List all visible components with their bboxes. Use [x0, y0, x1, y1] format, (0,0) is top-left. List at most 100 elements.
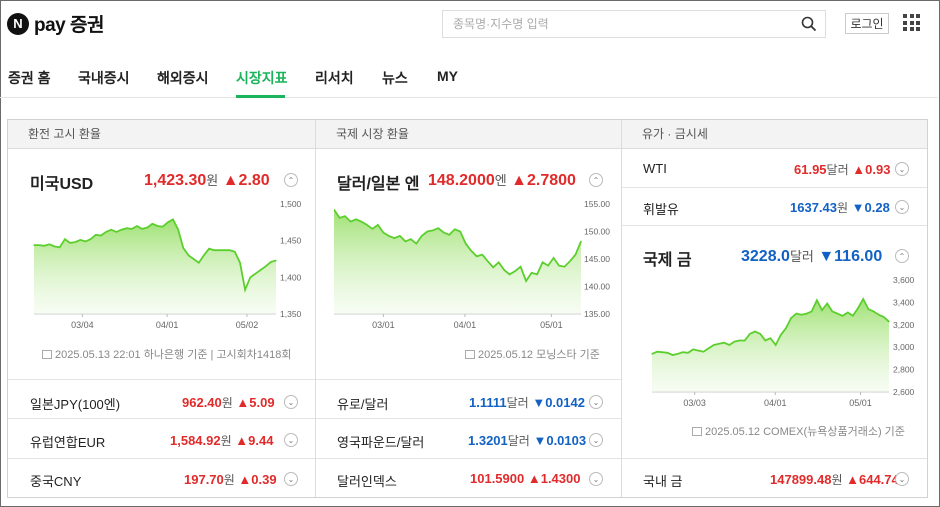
data-point [754, 330, 756, 333]
y-tick-label: 155.00 [584, 199, 610, 209]
data-point [666, 352, 669, 354]
cny-name[interactable]: 중국CNY [30, 474, 82, 489]
data-point [661, 351, 663, 353]
nav-item-my[interactable]: MY [437, 68, 458, 84]
data-point [465, 243, 467, 245]
y-tick-label: 150.00 [584, 227, 610, 237]
nav-item-market-indicators[interactable]: 시장지표 [236, 70, 288, 86]
data-point [239, 262, 241, 264]
data-point [105, 231, 107, 233]
nav-item-overseas[interactable]: 해외증시 [157, 70, 209, 86]
login-button[interactable]: 로그인 [845, 13, 889, 34]
gbpusd-name[interactable]: 영국파운드/달러 [337, 435, 425, 450]
y-tick-label: 1,350 [280, 309, 302, 319]
gold-name[interactable]: 국제 금 [643, 252, 692, 269]
data-point [883, 316, 885, 318]
series-line [34, 218, 277, 293]
usdjpy-chart: 155.00 150.00 145.00 140.00 135.00 03/01 04/01… [334, 199, 610, 330]
chevron-down-icon[interactable]: ⌄ [589, 395, 603, 409]
logo[interactable]: N pay 증권 [7, 10, 104, 37]
chevron-down-icon[interactable]: ⌄ [284, 433, 298, 447]
search-icon[interactable] [793, 11, 825, 37]
nav-item-home[interactable]: 증권 홈 [8, 70, 51, 86]
usd-value: 1,423.30원 ▲2.80 [144, 170, 270, 190]
gasoline-name[interactable]: 휘발유 [643, 202, 679, 217]
chevron-down-icon[interactable]: ⌄ [284, 472, 298, 486]
chevron-down-icon[interactable]: ⌄ [589, 472, 603, 486]
chevron-up-icon[interactable]: ⌃ [589, 173, 603, 187]
data-point [454, 228, 456, 230]
data-point [862, 298, 864, 300]
chevron-down-icon[interactable]: ⌄ [895, 472, 909, 486]
data-point [826, 302, 828, 305]
divider [622, 187, 927, 188]
dollar-index-name[interactable]: 달러인덱스 [337, 474, 397, 489]
gold-chart: 3,600 3,400 3,200 3,000 2,800 2,600 03/03 04/01… [651, 275, 915, 408]
data-point [79, 239, 81, 241]
chevron-down-icon[interactable]: ⌄ [895, 200, 909, 214]
calendar-icon [42, 350, 52, 359]
usdjpy-name[interactable]: 달러/일본 엔 [337, 176, 420, 193]
chevron-up-icon[interactable]: ⌃ [895, 249, 909, 263]
data-point [574, 254, 577, 256]
down-arrow-icon: ▼ [818, 248, 835, 265]
eur-name[interactable]: 유럽연합EUR [30, 435, 106, 450]
data-point [69, 242, 71, 244]
data-point [84, 240, 87, 242]
data-point [749, 333, 751, 335]
data-point [59, 246, 61, 248]
usdjpy-unit: 엔 [494, 173, 507, 188]
search-input[interactable] [443, 11, 793, 37]
data-point [38, 244, 40, 246]
divider [316, 379, 621, 380]
usdjpy-note: 2025.05.12 모닝스타 기준 [465, 346, 600, 362]
data-point [692, 348, 694, 350]
series-line [334, 209, 582, 283]
data-point [393, 237, 395, 239]
app-menu-grid-icon[interactable] [903, 14, 920, 31]
data-point [806, 313, 808, 315]
data-point [821, 309, 823, 311]
jpy-name[interactable]: 일본JPY(100엔) [30, 397, 121, 412]
data-point [878, 314, 880, 316]
nav-item-research[interactable]: 리서치 [315, 70, 354, 86]
data-point [223, 249, 226, 251]
data-point [687, 352, 689, 354]
data-point [120, 229, 123, 231]
data-point [525, 280, 527, 282]
gbpusd-value: 1.3201달러 ▼0.0103 [468, 433, 587, 448]
nav-item-news[interactable]: 뉴스 [382, 70, 408, 86]
data-point [536, 273, 538, 275]
data-point [344, 215, 346, 217]
data-point [569, 260, 571, 262]
nav-item-domestic[interactable]: 국내증시 [78, 70, 130, 86]
data-point [421, 235, 423, 237]
domestic-gold-name[interactable]: 국내 금 [643, 474, 683, 489]
data-point [187, 254, 190, 256]
usd-price: 1,423.30 [144, 172, 207, 189]
y-tick-label: 1,500 [280, 199, 302, 209]
chevron-up-icon[interactable]: ⌃ [284, 173, 298, 187]
data-point [95, 234, 97, 236]
gold-price: 3228.0 [741, 248, 790, 265]
chevron-down-icon[interactable]: ⌄ [589, 433, 603, 447]
data-point [377, 224, 379, 226]
eurusd-name[interactable]: 유로/달러 [337, 397, 389, 412]
data-point [759, 333, 761, 335]
data-point [360, 221, 362, 223]
data-point [811, 310, 813, 312]
usd-name[interactable]: 미국USD [30, 176, 94, 193]
data-point [193, 258, 195, 260]
up-arrow-icon: ▲ [222, 172, 239, 189]
data-point [867, 308, 869, 310]
chevron-down-icon[interactable]: ⌄ [895, 162, 909, 176]
data-point [553, 257, 555, 259]
gold-value: 3228.0달러 ▼116.00 [741, 246, 882, 266]
data-point [399, 235, 401, 237]
wti-name[interactable]: WTI [643, 161, 667, 176]
data-point [448, 234, 450, 236]
data-point [744, 339, 746, 342]
data-point [254, 273, 256, 275]
chevron-down-icon[interactable]: ⌄ [284, 395, 298, 409]
usdjpy-change: 2.7800 [527, 172, 576, 189]
